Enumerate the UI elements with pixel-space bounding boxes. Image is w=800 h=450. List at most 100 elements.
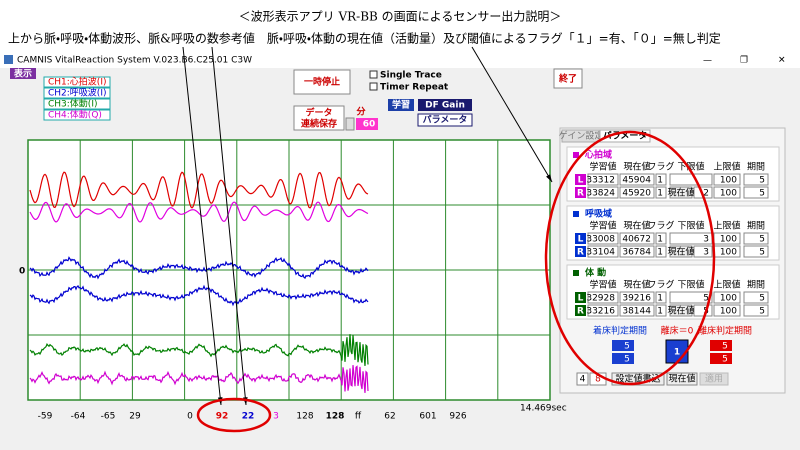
bed-out-field[interactable] [710,353,732,364]
legend-box[interactable] [43,98,111,110]
field-value: 38144 [622,307,651,317]
field[interactable] [693,304,713,317]
checkbox-label: Timer Repeat [380,83,449,93]
current-button-label: 現在値 [667,187,694,199]
side-badge [575,246,586,257]
field[interactable] [743,291,769,304]
field[interactable] [743,173,769,186]
minimize-button[interactable]: — [703,56,712,66]
checkbox[interactable] [369,82,378,91]
column-header: 現在値 [623,161,650,173]
section-title: 心拍域 [584,149,612,161]
annotation-arrow [182,46,222,406]
field-value: 100 [720,307,737,317]
learn-button[interactable] [388,99,414,111]
legend-box[interactable] [43,76,111,88]
minutes-label: 分 [355,106,366,118]
column-header: 現在値 [623,220,650,232]
arrow-head [546,174,552,182]
current-button[interactable] [669,245,693,258]
annotation-arrow [471,46,553,183]
field-value: 1 [657,176,663,186]
bed-in-field[interactable] [612,340,634,351]
field-value: 5 [703,294,709,304]
readout: 3 [273,412,279,422]
field-value: 32928 [586,294,615,304]
column-header: 下限値 [677,220,704,232]
readout: -59 [38,412,53,422]
footer-value: 4 [580,375,586,385]
side-badge [575,292,586,303]
pause-button[interactable] [293,69,351,95]
checkbox-label: Single Trace [380,71,442,81]
section-mark [573,270,579,276]
readout: 92 [216,412,229,422]
field-value: 1 [657,235,663,245]
field[interactable] [669,173,713,186]
write-button[interactable] [611,372,665,386]
field [587,304,619,317]
field[interactable] [713,186,741,199]
field-value: 1 [657,294,663,304]
field-value: 36784 [622,248,651,258]
field[interactable] [713,291,741,304]
section-title: 体 動 [585,267,606,279]
field-value: 3 [703,248,709,258]
bed-out-value: 5 [722,342,728,352]
legend-box[interactable] [43,87,111,99]
field-value: 3 [703,235,709,245]
field[interactable] [669,291,713,304]
field[interactable] [693,245,713,258]
side-label: L [578,294,584,304]
field[interactable] [743,245,769,258]
side-badge [575,305,586,316]
field [655,245,667,258]
current-button[interactable] [669,304,693,317]
menu-button[interactable] [10,68,36,79]
bed-in-label: 着床判定期間 [593,325,647,337]
field [655,173,667,186]
waveform [29,201,369,223]
bed-state-value: 1 [674,348,680,358]
exit-button[interactable] [553,68,583,89]
field[interactable] [713,173,741,186]
save-label: データ [305,107,332,119]
readout: 926 [449,412,466,422]
footer-field[interactable] [576,372,589,386]
field[interactable] [743,232,769,245]
parameters-button[interactable] [417,113,473,127]
legend-box[interactable] [43,109,111,121]
field-value: 100 [720,189,737,199]
close-button[interactable]: ✕ [778,56,786,66]
current-button[interactable] [666,372,698,386]
column-header: 期間 [747,280,765,291]
bed-in-field[interactable] [612,353,634,364]
column-header: 学習値 [589,161,616,173]
save-button[interactable] [293,105,345,131]
side-label: R [577,307,584,317]
readout: 0 [187,412,193,422]
field [619,291,655,304]
minutes-field[interactable] [356,118,378,130]
apply-button[interactable] [699,372,729,386]
current-button[interactable] [669,186,693,199]
waveform [29,171,369,209]
parameters-label: パラメータ [423,114,468,126]
apply-label: 適用 [705,373,723,385]
field[interactable] [713,304,741,317]
column-header: 上限値 [713,161,740,173]
minutes-spinner[interactable] [345,117,355,131]
bed-out-field[interactable] [710,340,732,351]
checkbox[interactable] [369,70,378,79]
restore-button[interactable]: ❐ [740,56,748,66]
field-value: 5 [759,307,765,317]
app-icon [4,55,13,64]
field-value: 33008 [586,235,615,245]
column-header: フラグ [647,161,674,173]
field [655,232,667,245]
field[interactable] [743,304,769,317]
field[interactable] [743,186,769,199]
field [587,245,619,258]
df-gain-button[interactable] [418,99,472,111]
side-badge [575,174,586,185]
